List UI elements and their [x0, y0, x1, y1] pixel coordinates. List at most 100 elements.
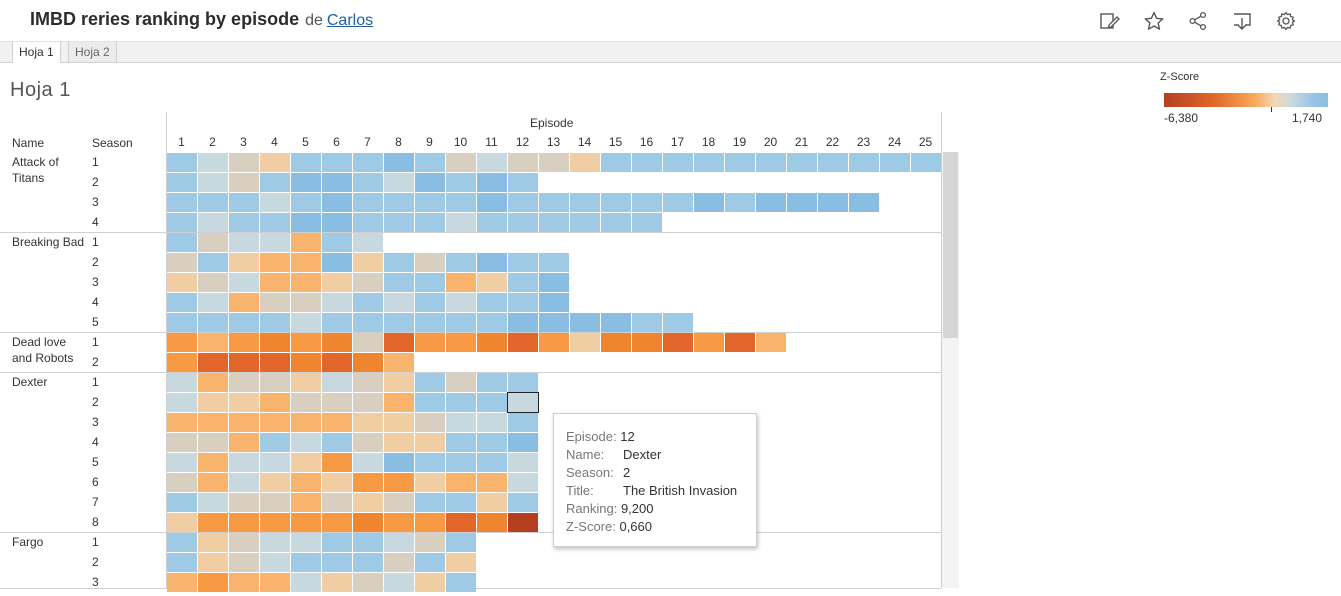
- heatmap-cell[interactable]: [508, 333, 538, 352]
- heatmap-cell[interactable]: [508, 413, 538, 432]
- heatmap-cell[interactable]: [384, 213, 414, 232]
- heatmap-cell[interactable]: [167, 273, 197, 292]
- heatmap-cell[interactable]: [198, 553, 228, 572]
- heatmap-cell[interactable]: [167, 413, 197, 432]
- heatmap-cell[interactable]: [384, 353, 414, 372]
- heatmap-cell[interactable]: [508, 253, 538, 272]
- heatmap-cell[interactable]: [694, 333, 724, 352]
- heatmap-cell[interactable]: [725, 153, 755, 172]
- heatmap-cell[interactable]: [353, 313, 383, 332]
- heatmap-cell[interactable]: [291, 153, 321, 172]
- heatmap-cell[interactable]: [322, 473, 352, 492]
- heatmap-cell[interactable]: [508, 493, 538, 512]
- heatmap-cell[interactable]: [384, 473, 414, 492]
- heatmap-cell[interactable]: [446, 293, 476, 312]
- tab-hoja-1[interactable]: Hoja 1: [12, 42, 61, 63]
- heatmap-cell[interactable]: [353, 273, 383, 292]
- heatmap-cell[interactable]: [353, 253, 383, 272]
- heatmap-cell[interactable]: [384, 253, 414, 272]
- heatmap-cell[interactable]: [384, 333, 414, 352]
- heatmap-cell[interactable]: [384, 493, 414, 512]
- heatmap-cell[interactable]: [198, 513, 228, 532]
- heatmap-cell[interactable]: [415, 173, 445, 192]
- heatmap-cell[interactable]: [291, 393, 321, 412]
- heatmap-cell[interactable]: [260, 153, 290, 172]
- heatmap-cell[interactable]: [415, 213, 445, 232]
- heatmap-cell[interactable]: [446, 493, 476, 512]
- heatmap-cell[interactable]: [632, 213, 662, 232]
- heatmap-cell[interactable]: [353, 333, 383, 352]
- heatmap-cell[interactable]: [663, 193, 693, 212]
- heatmap-cell[interactable]: [446, 573, 476, 592]
- heatmap-cell[interactable]: [508, 453, 538, 472]
- heatmap-cell[interactable]: [322, 393, 352, 412]
- heatmap-cell[interactable]: [415, 553, 445, 572]
- heatmap-cell[interactable]: [167, 473, 197, 492]
- heatmap-cell[interactable]: [477, 293, 507, 312]
- heatmap-cell[interactable]: [353, 493, 383, 512]
- heatmap-cell[interactable]: [229, 293, 259, 312]
- heatmap-cell[interactable]: [167, 153, 197, 172]
- heatmap-cell[interactable]: [291, 273, 321, 292]
- heatmap-cell[interactable]: [477, 193, 507, 212]
- heatmap-cell[interactable]: [260, 473, 290, 492]
- heatmap-cell[interactable]: [322, 373, 352, 392]
- heatmap-cell[interactable]: [384, 373, 414, 392]
- heatmap-cell[interactable]: [384, 513, 414, 532]
- heatmap-cell[interactable]: [477, 373, 507, 392]
- heatmap-cell[interactable]: [353, 373, 383, 392]
- heatmap-cell[interactable]: [415, 473, 445, 492]
- heatmap-cell[interactable]: [446, 193, 476, 212]
- heatmap-cell[interactable]: [415, 533, 445, 552]
- heatmap-cell[interactable]: [322, 553, 352, 572]
- heatmap-cell[interactable]: [291, 533, 321, 552]
- heatmap-cell[interactable]: [167, 173, 197, 192]
- heatmap-cell[interactable]: [539, 253, 569, 272]
- heatmap-cell[interactable]: [198, 413, 228, 432]
- heatmap-cell[interactable]: [291, 253, 321, 272]
- heatmap-cell[interactable]: [229, 533, 259, 552]
- heatmap-cell[interactable]: [291, 553, 321, 572]
- heatmap-cell[interactable]: [260, 433, 290, 452]
- heatmap-cell[interactable]: [353, 533, 383, 552]
- heatmap-cell[interactable]: [260, 353, 290, 372]
- heatmap-cell[interactable]: [353, 213, 383, 232]
- heatmap-cell[interactable]: [260, 213, 290, 232]
- heatmap-cell[interactable]: [198, 153, 228, 172]
- heatmap-cell[interactable]: [322, 453, 352, 472]
- heatmap-cell[interactable]: [415, 373, 445, 392]
- heatmap-cell[interactable]: [787, 193, 817, 212]
- heatmap-cell[interactable]: [167, 313, 197, 332]
- tab-hoja-2[interactable]: Hoja 2: [68, 42, 117, 63]
- heatmap-cell[interactable]: [198, 433, 228, 452]
- heatmap-cell[interactable]: [291, 313, 321, 332]
- heatmap-cell[interactable]: [384, 413, 414, 432]
- heatmap-cell[interactable]: [384, 153, 414, 172]
- heatmap-cell[interactable]: [477, 253, 507, 272]
- heatmap-cell[interactable]: [291, 413, 321, 432]
- heatmap-cell[interactable]: [508, 213, 538, 232]
- heatmap-cell[interactable]: [415, 493, 445, 512]
- heatmap-cell[interactable]: [198, 193, 228, 212]
- heatmap-cell[interactable]: [477, 493, 507, 512]
- heatmap-cell[interactable]: [322, 413, 352, 432]
- heatmap-cell[interactable]: [167, 253, 197, 272]
- heatmap-cell[interactable]: [291, 353, 321, 372]
- settings-icon[interactable]: [1275, 10, 1297, 32]
- heatmap-cell[interactable]: [229, 353, 259, 372]
- heatmap-cell[interactable]: [198, 473, 228, 492]
- heatmap-cell[interactable]: [477, 473, 507, 492]
- heatmap-cell[interactable]: [415, 153, 445, 172]
- heatmap-cell[interactable]: [260, 373, 290, 392]
- heatmap-cell[interactable]: [477, 393, 507, 412]
- heatmap-cell[interactable]: [787, 153, 817, 172]
- heatmap-cell[interactable]: [291, 193, 321, 212]
- heatmap-cell[interactable]: [415, 433, 445, 452]
- heatmap-cell[interactable]: [415, 253, 445, 272]
- heatmap-cell[interactable]: [198, 273, 228, 292]
- heatmap-cell[interactable]: [167, 333, 197, 352]
- heatmap-cell[interactable]: [384, 573, 414, 592]
- heatmap-cell[interactable]: [446, 273, 476, 292]
- heatmap-cell[interactable]: [353, 413, 383, 432]
- heatmap-cell[interactable]: [446, 373, 476, 392]
